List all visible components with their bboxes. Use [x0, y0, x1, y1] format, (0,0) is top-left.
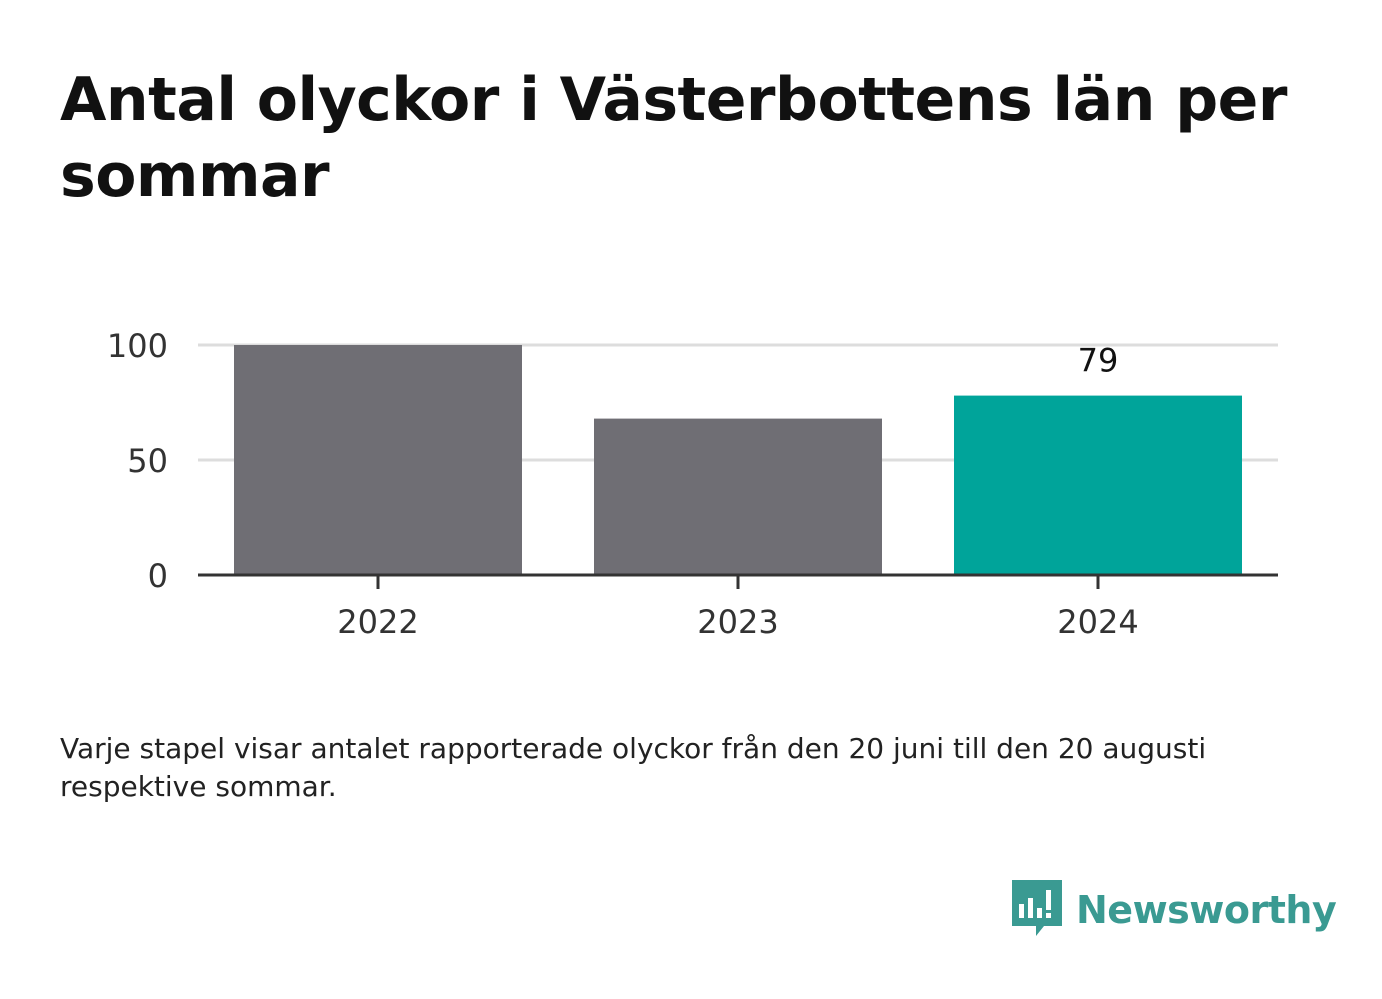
bar-2022 [234, 345, 522, 575]
bar-2024 [954, 395, 1242, 575]
y-tick-label-0: 0 [148, 557, 168, 595]
newsworthy-logo-icon [1010, 878, 1066, 942]
x-tick-label-2024: 2024 [1057, 603, 1138, 641]
y-tick-label-100: 100 [107, 327, 168, 365]
bar-2023 [594, 418, 882, 575]
chart-note: Varje stapel visar antalet rapporterade … [60, 732, 1207, 803]
brand-name: Newsworthy [1076, 888, 1337, 932]
chart-title: Antal olyckor i Västerbottens län per so… [60, 65, 1287, 211]
y-tick-label-50: 50 [127, 442, 168, 480]
x-tick-label-2022: 2022 [337, 603, 418, 641]
x-tick-label-2023: 2023 [697, 603, 778, 641]
bar-chart: 0 50 100 79 2022 2023 2024 [0, 300, 1382, 660]
bar-chart-svg: 0 50 100 79 2022 2023 2024 [107, 327, 1278, 641]
brand-logo: Newsworthy [1010, 878, 1337, 942]
data-label-2024: 79 [1078, 342, 1119, 380]
